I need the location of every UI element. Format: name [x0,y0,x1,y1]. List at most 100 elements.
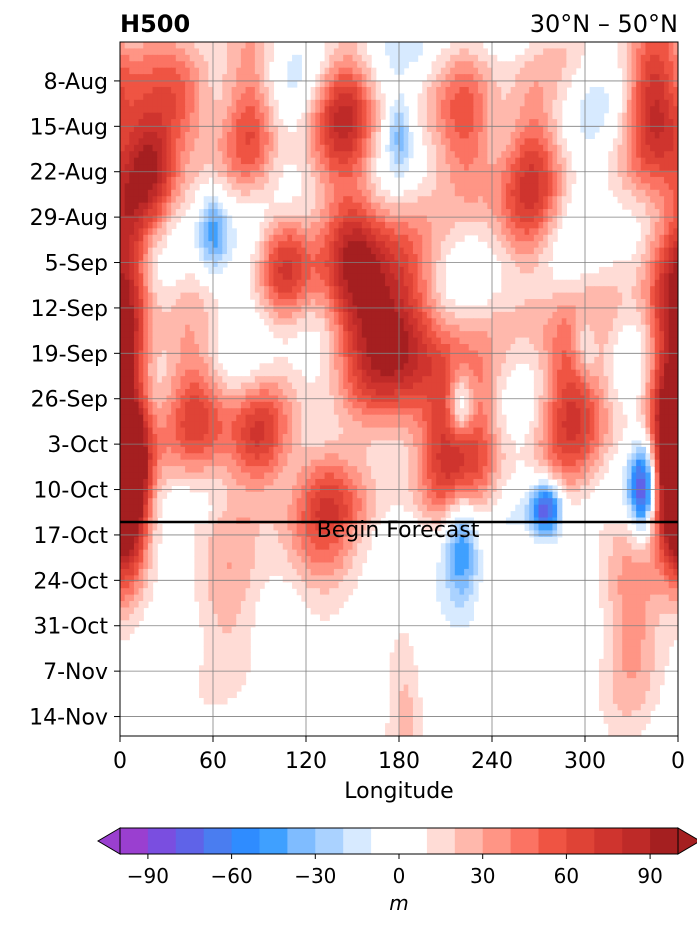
heatmap-cell [664,344,670,352]
heatmap-cell [664,305,670,313]
heatmap-cell [301,279,307,287]
heatmap-cell [659,86,665,95]
heatmap-cell [333,93,340,101]
heatmap-cell [543,324,549,332]
heatmap-cell [287,209,293,217]
heatmap-cell [454,106,461,114]
heatmap-cell [133,209,140,217]
heatmap-cell [431,209,437,217]
heatmap-cell [352,164,358,172]
heatmap-cell [505,119,512,127]
heatmap-cell [589,350,595,358]
heatmap-cell [166,170,172,178]
heatmap-cell [561,67,567,75]
heatmap-cell [464,54,470,62]
heatmap-cell [561,151,567,159]
heatmap-cell [133,176,140,184]
heatmap-cell [664,54,670,62]
heatmap-cell [129,286,135,294]
heatmap-cell [133,318,140,326]
heatmap-cell [213,363,219,371]
heatmap-cell [296,209,302,217]
heatmap-cell [301,260,307,268]
heatmap-cell [473,138,479,146]
heatmap-cell [380,266,386,274]
heatmap-cell [664,119,670,127]
heatmap-cell [585,305,591,313]
heatmap-cell [417,331,423,339]
heatmap-cell [133,183,140,191]
heatmap-cell [426,228,433,236]
heatmap-cell [361,99,368,107]
heatmap-cell [180,356,186,364]
heatmap-cell [203,247,209,255]
heatmap-cell [664,331,670,339]
heatmap-cell [389,151,395,159]
heatmap-cell [538,170,544,178]
heatmap-cell [152,356,158,364]
heatmap-cell [533,260,540,268]
heatmap-cell [259,144,265,152]
heatmap-cell [199,74,205,82]
heatmap-cell [515,292,521,300]
heatmap-cell [310,273,316,281]
heatmap-cell [175,93,182,101]
heatmap-cell [482,215,488,223]
heatmap-cell [436,67,442,75]
heatmap-cell [217,228,223,236]
heatmap-cell [264,311,270,319]
heatmap-cell [352,234,358,242]
heatmap-cell [213,254,219,262]
heatmap-cell [315,112,321,120]
heatmap-cell [538,93,544,101]
heatmap-cell [315,311,321,319]
heatmap-cell [389,42,395,50]
heatmap-cell [510,99,516,107]
heatmap-cell [533,292,540,300]
heatmap-cell [199,305,205,313]
heatmap-cell [236,119,242,127]
heatmap-cell [645,125,651,133]
heatmap-cell [324,99,330,107]
heatmap-cell [185,273,191,281]
heatmap-cell [310,241,316,249]
heatmap-cell [645,80,651,88]
heatmap-cell [199,151,205,159]
heatmap-cell [594,99,600,107]
heatmap-cell [598,337,605,345]
heatmap-cell [264,80,270,88]
heatmap-cell [473,189,479,197]
heatmap-cell [315,228,321,236]
heatmap-cell [278,209,284,217]
heatmap-cell [589,125,595,133]
heatmap-cell [366,305,372,313]
heatmap-cell [240,74,247,82]
heatmap-cell [175,279,182,287]
heatmap-cell [440,286,447,294]
heatmap-cell [636,67,642,75]
heatmap-cell [636,80,642,88]
heatmap-cell [487,125,493,133]
heatmap-cell [208,292,214,300]
heatmap-cell [664,292,670,300]
heatmap-cell [464,363,470,371]
heatmap-cell [636,318,642,326]
heatmap-cell [333,221,340,229]
heatmap-cell [515,318,521,326]
heatmap-cell [250,157,256,165]
heatmap-cell [403,119,409,127]
heatmap-cell [640,331,647,339]
heatmap-cell [268,318,275,326]
heatmap-cell [468,74,474,82]
heatmap-cell [571,344,577,352]
heatmap-cell [454,170,461,178]
heatmap-cell [208,266,214,274]
heatmap-cell [389,221,395,229]
heatmap-cell [129,221,135,229]
heatmap-cell [143,215,149,223]
heatmap-cell [575,318,581,326]
heatmap-cell [189,176,195,184]
heatmap-cell [529,176,535,184]
heatmap-cell [147,196,154,204]
heatmap-cell [129,318,135,326]
